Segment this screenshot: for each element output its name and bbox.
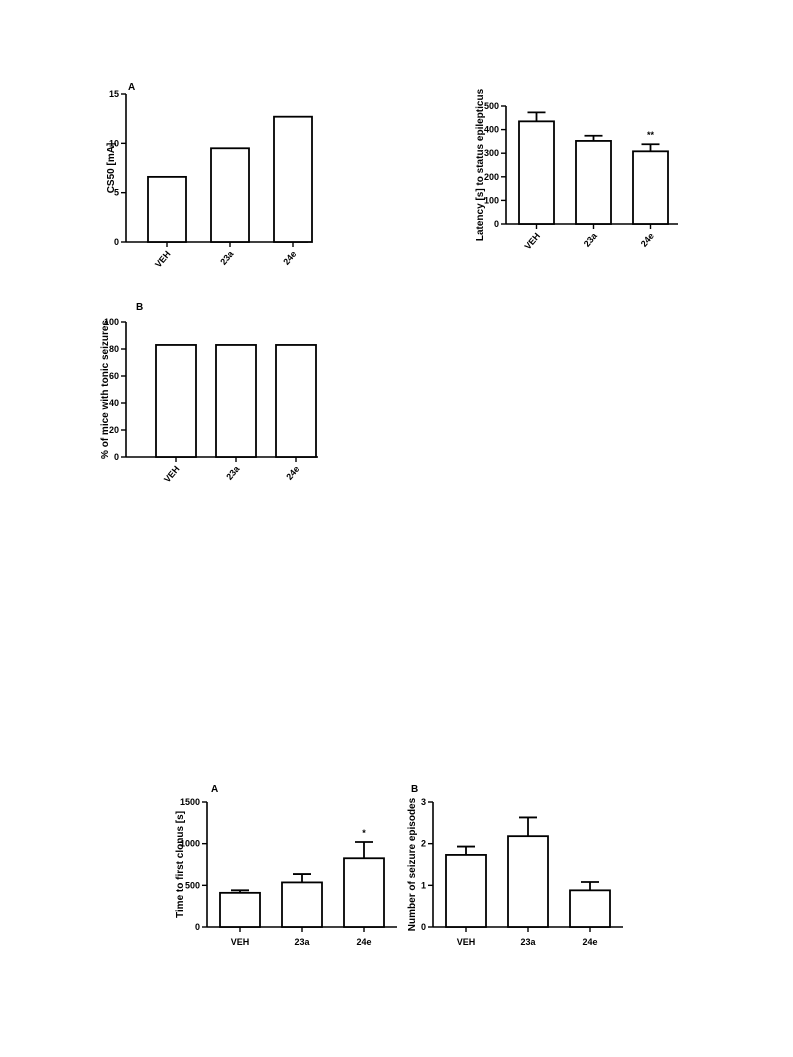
y-tick-label: 0: [421, 922, 426, 932]
y-axis-label: Time to first clonus [s]: [175, 811, 186, 918]
y-tick-label: 0: [494, 219, 499, 229]
y-tick-label: 100: [484, 195, 499, 205]
y-tick-label: 1500: [180, 797, 200, 807]
y-tick-label: 300: [484, 148, 499, 158]
y-tick-label: 3: [421, 797, 426, 807]
chart-tonic-seizures: B 0 20 40 60 80 100% of mice with tonic seizur…: [100, 302, 318, 485]
y-tick-label: 10: [109, 138, 119, 148]
x-tick-label: 23a: [218, 248, 236, 267]
y-tick-label: 0: [114, 452, 119, 462]
x-tick-label: VEH: [153, 249, 173, 270]
x-tick-label: VEH: [162, 464, 182, 485]
chart-cs50: A 0 5 10 15 CS50 [mA] VEH 23a 24e: [106, 82, 313, 270]
y-axis-label: CS50 [mA]: [106, 143, 117, 194]
panel-label: B: [411, 784, 418, 795]
x-tick-label: 24e: [639, 231, 656, 249]
y-axis-label: % of mice with tonic seizures: [100, 320, 111, 459]
bar-24e: [343, 857, 385, 928]
y-tick-label: 2: [421, 839, 426, 849]
x-tick-label: VEH: [231, 937, 250, 947]
bar-24e: [632, 150, 669, 225]
y-tick-label: 500: [185, 880, 200, 890]
bar-24e: [275, 344, 317, 458]
significance-marker: **: [647, 130, 655, 140]
x-tick-label: 23a: [294, 937, 310, 947]
y-tick-label: 40: [109, 398, 119, 408]
x-tick-label: 24e: [582, 937, 597, 947]
y-tick-label: 500: [484, 101, 499, 111]
y-tick-label: 1000: [180, 839, 200, 849]
y-tick-label: 400: [484, 125, 499, 135]
y-tick-label: 1: [421, 880, 426, 890]
bar-veh: [219, 891, 261, 928]
bar-veh: [445, 854, 487, 928]
x-tick-label: 24e: [284, 464, 301, 482]
panel-label: A: [211, 784, 218, 795]
bar-23a: [507, 835, 549, 928]
y-tick-label: 15: [109, 89, 119, 99]
x-tick-label: VEH: [522, 231, 542, 252]
significance-marker: *: [362, 828, 366, 838]
bar-veh: [518, 120, 555, 225]
bar-23a: [215, 344, 257, 458]
y-tick-label: 80: [109, 344, 119, 354]
bar-23a: [210, 147, 250, 243]
chart-time-to-first-clonus: A 0 500 1000 1500 Time to first clonus [s] VEH…: [175, 784, 397, 947]
panel-label: A: [128, 82, 135, 93]
y-axis-label: Number of seizure episodes: [407, 797, 418, 931]
y-tick-label: 100: [104, 317, 119, 327]
x-tick-label: 23a: [224, 463, 242, 482]
y-tick-label: 20: [109, 425, 119, 435]
x-tick-label: 24e: [281, 249, 298, 267]
bar-veh: [147, 175, 187, 243]
y-tick-label: 0: [114, 237, 119, 247]
y-tick-label: 200: [484, 172, 499, 182]
x-tick-label: VEH: [457, 937, 476, 947]
x-tick-label: 23a: [520, 937, 536, 947]
y-axis-label: Latency [s] to status epilepticus: [475, 88, 486, 241]
panel-label: B: [136, 302, 143, 313]
x-tick-label: 24e: [356, 937, 371, 947]
bar-24e: [569, 889, 611, 928]
x-tick-label: 23a: [582, 230, 600, 249]
bar-24e: [273, 115, 313, 243]
y-tick-label: 60: [109, 371, 119, 381]
bar-23a: [575, 140, 612, 225]
bar-veh: [155, 344, 197, 458]
y-tick-label: 0: [195, 922, 200, 932]
bar-23a: [281, 881, 323, 928]
y-tick-label: 5: [114, 188, 119, 198]
